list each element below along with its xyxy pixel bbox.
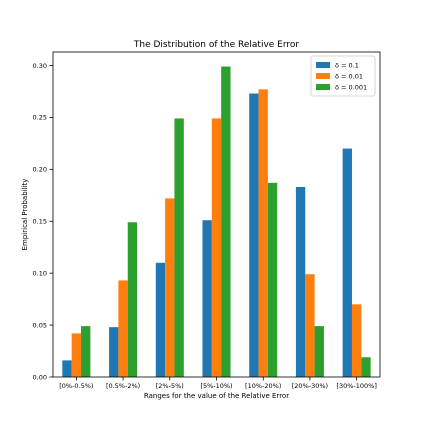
legend-label-1: δ = 0.1 xyxy=(335,62,359,70)
legend: δ = 0.1 δ = 0.01 δ = 0.001 xyxy=(310,55,376,97)
x-tick-label: [30%-100%] xyxy=(336,382,376,390)
bar-3-7 xyxy=(361,357,371,377)
x-axis-label: Ranges for the value of the Relative Err… xyxy=(144,392,289,400)
bar-2-3 xyxy=(165,198,175,377)
legend-swatch-2 xyxy=(316,73,330,79)
bar-1-1 xyxy=(62,360,72,377)
axes-frame xyxy=(52,51,381,378)
bar-2-7 xyxy=(351,304,362,377)
y-tick-label: 0.25 xyxy=(33,114,47,122)
bar-2-6 xyxy=(305,274,315,377)
y-axis-label: Empirical Probability xyxy=(21,179,29,251)
legend-swatch-1 xyxy=(316,62,330,68)
y-tick-label: 0.00 xyxy=(33,373,47,381)
bar-3-4 xyxy=(221,66,231,377)
chart-title: The Distribution of the Relative Error xyxy=(133,40,300,50)
y-tick-label: 0.20 xyxy=(33,166,47,174)
bar-1-6 xyxy=(295,186,306,377)
x-tick-label: [5%-10%) xyxy=(200,382,232,390)
bar-3-3 xyxy=(174,118,184,377)
bar-2-5 xyxy=(258,89,268,377)
legend-label-3: δ = 0.001 xyxy=(335,84,367,92)
y-tick-label: 0.30 xyxy=(33,62,47,70)
bar-2-4 xyxy=(211,118,222,377)
bar-2-1 xyxy=(71,333,82,377)
bar-3-6 xyxy=(314,326,324,377)
bar-3-2 xyxy=(127,222,138,377)
plot-area: [0%-0.5%) [0.5%-2%) [2%-5%) [5%-10%) [10%-20… xyxy=(33,51,381,390)
bar-1-7 xyxy=(342,148,352,377)
bar-1-5 xyxy=(249,93,259,377)
bar-1-3 xyxy=(155,262,166,377)
x-tick-label: [20%-30%) xyxy=(292,382,328,390)
bar-1-2 xyxy=(109,327,119,377)
bar-2-2 xyxy=(118,280,128,377)
y-tick-label: 0.15 xyxy=(33,218,47,226)
bar-3-5 xyxy=(267,182,278,377)
x-tick-label: [2%-5%) xyxy=(156,382,184,390)
x-tick-label: [10%-20%) xyxy=(245,382,281,390)
x-tick-label: [0.5%-2%) xyxy=(106,382,140,390)
legend-label-2: δ = 0.01 xyxy=(335,73,363,81)
bar-3-1 xyxy=(81,326,91,377)
x-tick-label: [0%-0.5%) xyxy=(59,382,93,390)
bar-1-4 xyxy=(202,220,212,377)
y-tick-label: 0.10 xyxy=(33,269,47,277)
legend-swatch-3 xyxy=(316,84,330,90)
y-tick-label: 0.05 xyxy=(33,321,47,329)
